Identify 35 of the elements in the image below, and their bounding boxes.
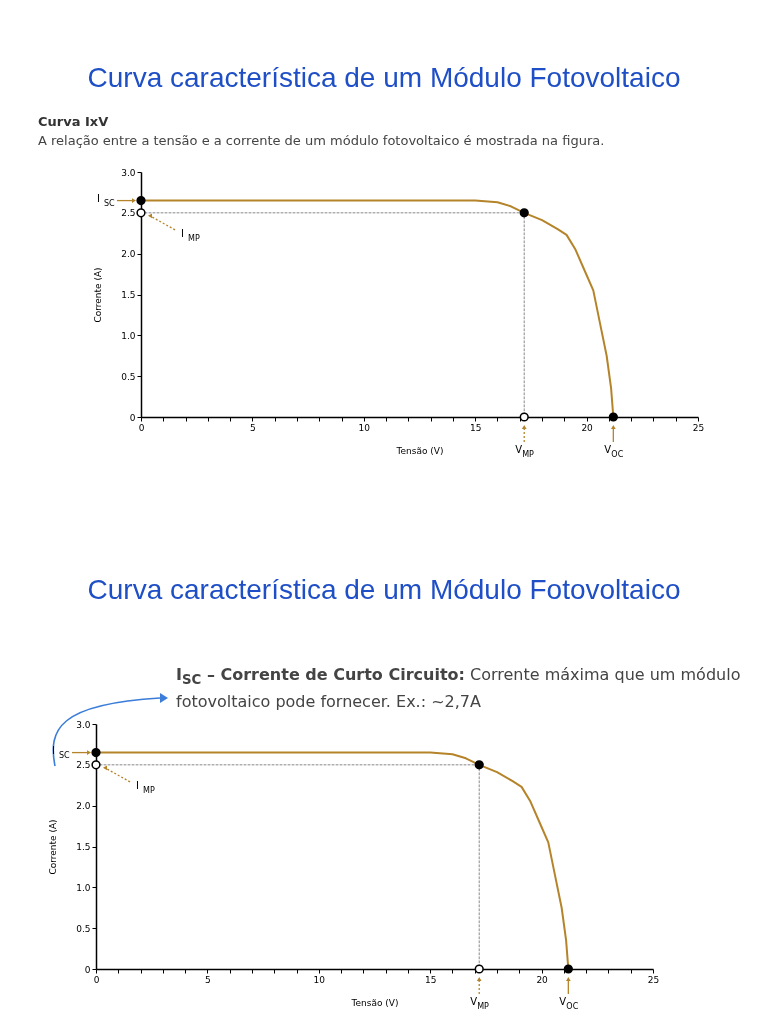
y-tick-label: 3.0 (121, 167, 136, 178)
x-tick-label: 20 (581, 422, 594, 433)
text: A relação entre a tensão e a corrente de um módulo fotovoltaico é mostrada na figura. (38, 133, 605, 148)
x-tick-label: 10 (358, 422, 371, 433)
y-tick-label: 1.5 (121, 290, 136, 300)
y-tick-label: 2.5 (76, 760, 91, 771)
x-tick-label: 25 (647, 974, 660, 985)
chart-title: Curva característica de um Módulo Fotovoltaico (86, 574, 682, 606)
text: I$_{SC}$ – Corrente de Curto Circuito: Corrente máxima que um módulo fotovoltaico pode fornecer. Ex.: ~2,7A (176, 664, 742, 714)
y-tick-label: 3.0 (76, 719, 91, 730)
x-tick-label: 10 (313, 974, 326, 985)
y-tick-label: 2.0 (121, 249, 136, 260)
chart-title: Curva característica de um Módulo Fotovoltaico (86, 62, 682, 94)
y-tick-label: 0.5 (121, 371, 136, 382)
x-tick-label: 0 (138, 422, 145, 433)
y-axis-title: Corrente (A) (48, 819, 59, 875)
y-tick-label: 2.5 (121, 208, 136, 219)
x-tick-label: 25 (692, 422, 705, 433)
x-tick-label: 15 (424, 974, 437, 985)
y-tick-label: 1.5 (76, 842, 91, 852)
x-tick-label: 5 (250, 422, 256, 433)
y-tick-label: 1.0 (121, 330, 136, 341)
x-tick-label: 5 (205, 974, 211, 985)
x-axis-title: Tensão (V) (350, 997, 399, 1008)
y-tick-label: 0 (84, 964, 91, 975)
x-tick-label: 15 (469, 422, 482, 433)
y-axis-title: Corrente (A) (93, 267, 104, 323)
y-tick-label: 2.0 (76, 801, 91, 812)
x-axis-title: Tensão (V) (395, 445, 444, 456)
y-tick-label: 1.0 (76, 882, 91, 893)
x-tick-label: 0 (93, 974, 100, 985)
x-tick-label: 20 (536, 974, 549, 985)
y-tick-label: 0.5 (76, 923, 91, 934)
chart-subtitle: Curva IxV (38, 114, 109, 129)
y-tick-label: 0 (129, 412, 136, 423)
